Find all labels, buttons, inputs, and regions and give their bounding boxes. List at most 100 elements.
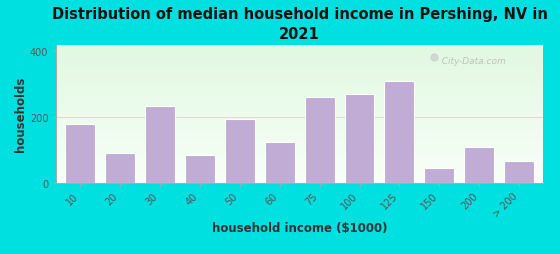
Bar xyxy=(56,69,543,70)
Bar xyxy=(56,145,543,146)
Bar xyxy=(56,103,543,105)
Bar xyxy=(56,51,543,53)
Bar xyxy=(56,62,543,64)
Bar xyxy=(56,151,543,153)
Bar xyxy=(56,158,543,160)
Bar xyxy=(56,180,543,182)
Bar xyxy=(56,73,543,74)
Bar xyxy=(56,106,543,107)
Bar xyxy=(56,131,543,132)
Bar xyxy=(56,68,543,69)
Bar xyxy=(105,153,135,183)
Bar xyxy=(225,120,255,183)
Bar xyxy=(56,98,543,99)
Bar xyxy=(305,98,334,183)
Bar xyxy=(56,136,543,138)
Bar xyxy=(56,84,543,86)
Bar xyxy=(56,161,543,162)
Bar xyxy=(56,102,543,103)
Bar xyxy=(56,165,543,166)
Bar xyxy=(56,160,543,161)
Bar xyxy=(56,49,543,50)
Bar xyxy=(265,142,295,183)
Bar xyxy=(56,83,543,84)
Bar xyxy=(56,157,543,158)
Bar xyxy=(56,177,543,179)
Bar xyxy=(56,166,543,168)
Bar xyxy=(56,97,543,98)
Bar xyxy=(56,168,543,169)
Bar xyxy=(464,147,494,183)
Bar xyxy=(56,118,543,120)
Bar xyxy=(344,95,375,183)
Bar xyxy=(56,143,543,145)
Bar xyxy=(56,109,543,110)
Bar xyxy=(56,122,543,124)
Bar xyxy=(56,124,543,125)
Bar xyxy=(56,140,543,142)
Y-axis label: households: households xyxy=(14,77,27,152)
Bar xyxy=(56,58,543,59)
Bar xyxy=(56,150,543,151)
Bar xyxy=(56,116,543,117)
Title: Distribution of median household income in Pershing, NV in
2021: Distribution of median household income … xyxy=(52,7,548,42)
Bar xyxy=(56,99,543,101)
Bar xyxy=(56,113,543,114)
Bar xyxy=(56,117,543,118)
Bar xyxy=(56,170,543,172)
Bar xyxy=(56,132,543,134)
Bar xyxy=(56,61,543,62)
Bar xyxy=(56,95,543,97)
Bar xyxy=(56,91,543,92)
Bar xyxy=(56,74,543,76)
Bar xyxy=(56,142,543,143)
Bar xyxy=(56,121,543,122)
Bar xyxy=(56,53,543,54)
Bar xyxy=(504,162,534,183)
Bar xyxy=(56,77,543,79)
Bar xyxy=(56,66,543,68)
Bar xyxy=(56,179,543,180)
Bar xyxy=(56,101,543,102)
Bar xyxy=(56,76,543,77)
Bar xyxy=(56,79,543,80)
Bar xyxy=(56,72,543,73)
Bar xyxy=(56,146,543,147)
Bar xyxy=(56,138,543,139)
Bar xyxy=(56,153,543,154)
Bar xyxy=(56,135,543,136)
Bar xyxy=(56,176,543,177)
Bar xyxy=(56,149,543,150)
Bar xyxy=(56,90,543,91)
Bar xyxy=(56,125,543,127)
Bar xyxy=(56,155,543,157)
Bar xyxy=(56,147,543,149)
Bar xyxy=(56,112,543,113)
Bar xyxy=(145,106,175,183)
Bar xyxy=(56,154,543,155)
Bar xyxy=(56,46,543,47)
Bar xyxy=(56,70,543,72)
Bar xyxy=(56,182,543,183)
Bar xyxy=(56,54,543,55)
Bar xyxy=(424,168,454,183)
Text: City-Data.com: City-Data.com xyxy=(436,57,506,66)
Bar xyxy=(56,92,543,94)
Bar xyxy=(56,105,543,106)
Bar xyxy=(56,57,543,58)
Bar xyxy=(385,82,414,183)
Bar xyxy=(56,64,543,65)
Bar xyxy=(56,47,543,49)
Bar xyxy=(56,110,543,112)
Bar xyxy=(56,65,543,66)
Bar xyxy=(56,164,543,165)
X-axis label: household income ($1000): household income ($1000) xyxy=(212,221,388,234)
Bar xyxy=(56,173,543,175)
Bar xyxy=(56,94,543,95)
Bar xyxy=(56,134,543,135)
Bar xyxy=(56,88,543,90)
Bar xyxy=(185,155,214,183)
Bar xyxy=(56,175,543,176)
Bar xyxy=(56,81,543,83)
Bar xyxy=(56,139,543,140)
